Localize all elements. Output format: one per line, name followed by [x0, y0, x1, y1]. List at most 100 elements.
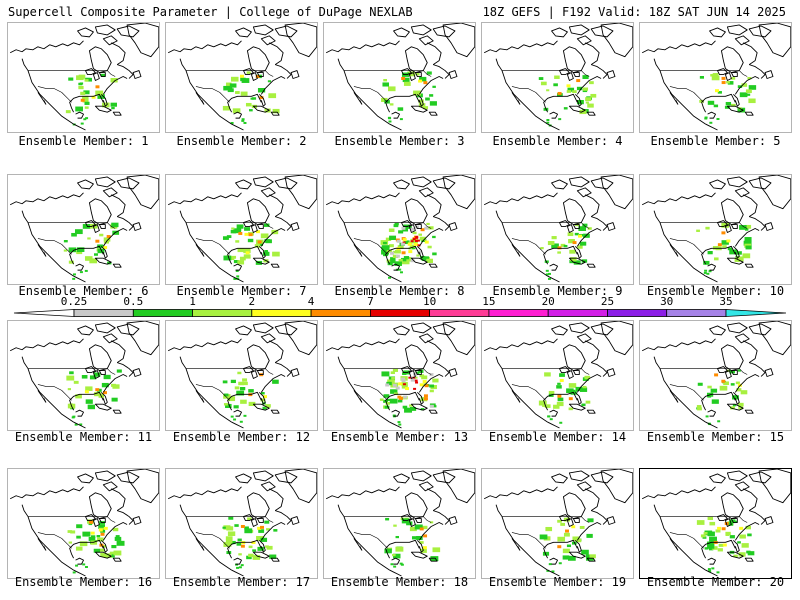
ensemble-member-label: Ensemble Member: 15	[646, 430, 785, 444]
colorbar-segment	[369, 309, 431, 317]
north-america-map	[9, 321, 159, 429]
colorbar-tick-label: 1	[189, 296, 196, 308]
coastline-borders	[641, 175, 791, 283]
colorbar-tick-label: 25	[601, 296, 614, 308]
scp-shading	[222, 71, 280, 124]
colorbar-tick-label: 0.25	[61, 296, 88, 308]
ensemble-member-label: Ensemble Member: 11	[14, 430, 153, 444]
scp-shading	[222, 223, 280, 280]
run-valid-time: 18Z GEFS | F192 Valid: 18Z SAT JUN 14 20…	[482, 5, 786, 19]
ensemble-member-label: Ensemble Member: 10	[646, 284, 785, 298]
coastline-borders	[483, 175, 633, 283]
coastline-borders	[325, 23, 475, 131]
north-america-map	[9, 469, 159, 577]
ensemble-member-label: Ensemble Member: 16	[14, 575, 153, 589]
scp-shading	[540, 223, 592, 280]
ensemble-member-map-6[interactable]	[7, 174, 160, 285]
ensemble-member-label: Ensemble Member: 13	[330, 430, 469, 444]
color-scale-bar: 0.25 0.5 1 2 4 7 10 15 20 25 30 35	[13, 296, 787, 317]
north-america-map	[483, 23, 633, 131]
colorbar-segment	[429, 309, 490, 317]
ensemble-member-map-9[interactable]	[481, 174, 634, 285]
ensemble-member-map-1[interactable]	[7, 22, 160, 133]
ensemble-member-map-13[interactable]	[323, 320, 476, 431]
ensemble-member-map-14[interactable]	[481, 320, 634, 431]
scp-shading	[222, 516, 278, 569]
scp-shading	[538, 75, 597, 127]
scp-shading	[384, 517, 441, 568]
ensemble-member-label: Ensemble Member: 8	[334, 284, 465, 298]
coastline-borders	[167, 469, 317, 577]
colorbar-segment	[251, 309, 312, 317]
north-america-map	[325, 321, 475, 429]
colorbar-segment	[192, 309, 253, 317]
ensemble-member-label: Ensemble Member: 4	[492, 134, 623, 148]
ensemble-member-map-15[interactable]	[639, 320, 792, 431]
colorbar-segment	[132, 309, 194, 317]
north-america-map	[641, 23, 791, 131]
ensemble-member-label: Ensemble Member: 1	[18, 134, 149, 148]
north-america-map	[167, 321, 317, 429]
colorbar-tick-label: 2	[248, 296, 255, 308]
north-america-map	[167, 175, 317, 283]
colorbar-segment	[607, 309, 668, 317]
colorbar-segment	[547, 309, 608, 317]
colorbar-tick-label: 35	[719, 296, 732, 308]
ensemble-member-map-5[interactable]	[639, 22, 792, 133]
ensemble-member-map-3[interactable]	[323, 22, 476, 133]
coastline-borders	[325, 321, 475, 429]
ensemble-member-map-2[interactable]	[165, 22, 318, 133]
map-title: Supercell Composite Parameter | College …	[8, 5, 413, 19]
ensemble-member-map-18[interactable]	[323, 468, 476, 579]
ensemble-member-map-19[interactable]	[481, 468, 634, 579]
north-america-map	[483, 321, 633, 429]
colorbar-tick-label: 0.5	[123, 296, 143, 308]
ensemble-member-label: Ensemble Member: 20	[646, 575, 785, 589]
north-america-map	[483, 469, 633, 577]
ensemble-member-map-17[interactable]	[165, 468, 318, 579]
ensemble-member-map-11[interactable]	[7, 320, 160, 431]
colorbar-segment	[73, 309, 134, 317]
ensemble-member-map-16[interactable]	[7, 468, 160, 579]
north-america-map	[641, 469, 791, 577]
colorbar-tick-label: 30	[660, 296, 673, 308]
colorbar-tick-label: 20	[542, 296, 555, 308]
colorbar-tick-label: 15	[482, 296, 495, 308]
scp-shading	[66, 369, 122, 426]
ensemble-member-map-12[interactable]	[165, 320, 318, 431]
coastline-borders	[641, 469, 791, 577]
colorbar-segment	[310, 309, 371, 317]
ensemble-member-map-7[interactable]	[165, 174, 318, 285]
ensemble-member-label: Ensemble Member: 7	[176, 284, 307, 298]
ensemble-member-label: Ensemble Member: 19	[488, 575, 627, 589]
north-america-map	[325, 469, 475, 577]
ensemble-member-label: Ensemble Member: 6	[18, 284, 149, 298]
colorbar-segment	[488, 309, 549, 317]
ensemble-member-map-10[interactable]	[639, 174, 792, 285]
north-america-map	[641, 321, 791, 429]
north-america-map	[9, 23, 159, 131]
scp-shading	[67, 519, 125, 574]
scp-shading	[696, 369, 748, 426]
coastline-borders	[9, 469, 159, 577]
ensemble-member-map-20[interactable]	[639, 468, 792, 579]
coastline-borders	[325, 175, 475, 283]
ensemble-member-label: Ensemble Member: 17	[172, 575, 311, 589]
coastline-borders	[483, 321, 633, 429]
ensemble-member-label: Ensemble Member: 5	[650, 134, 781, 148]
ensemble-member-map-4[interactable]	[481, 22, 634, 133]
north-america-map	[167, 23, 317, 131]
north-america-map	[167, 469, 317, 577]
coastline-borders	[9, 321, 159, 429]
coastline-borders	[167, 321, 317, 429]
header: Supercell Composite Parameter | College …	[0, 0, 800, 22]
colorbar-tick-label: 7	[367, 296, 374, 308]
scp-shading	[539, 517, 596, 573]
scp-shading	[696, 222, 752, 275]
scp-shading	[65, 73, 118, 126]
colorbar-tick-label: 10	[423, 296, 436, 308]
north-america-map	[325, 23, 475, 131]
colorbar-segment	[666, 309, 727, 317]
ensemble-member-map-8[interactable]	[323, 174, 476, 285]
coastline-borders	[325, 469, 475, 577]
